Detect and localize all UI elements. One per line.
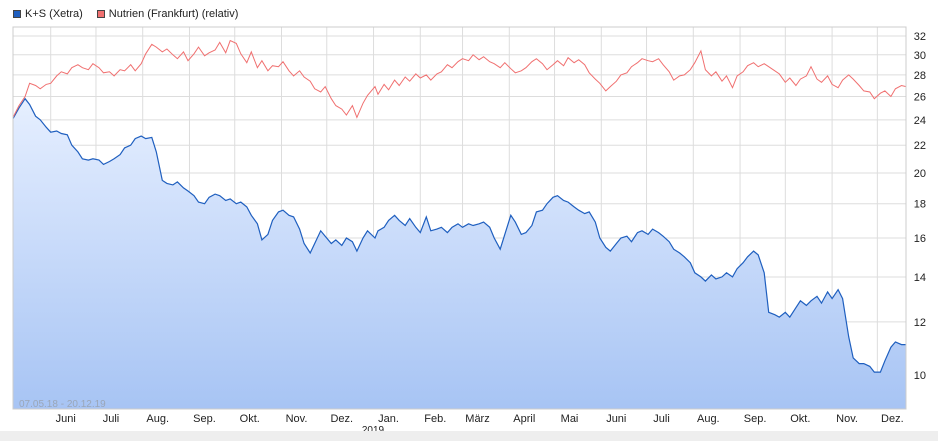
x-tick-label: Jan.: [378, 413, 399, 425]
date-range-label: 07.05.18 - 20.12.19: [19, 399, 106, 410]
x-tick-label: April: [513, 413, 535, 425]
series-kplus-s-area: [13, 98, 906, 409]
plot-frame: [12, 26, 907, 410]
scrollbar-track[interactable]: [0, 431, 938, 441]
x-tick-label: Juni: [606, 413, 626, 425]
x-tick-label: Mai: [561, 413, 579, 425]
y-tick-label: 16: [914, 233, 926, 245]
x-tick-label: Dez.: [330, 413, 353, 425]
x-tick-label: Aug.: [146, 413, 169, 425]
x-axis: Juni Juli Aug. Sep. Okt. Nov. Dez. Jan. Feb. März…: [56, 413, 904, 425]
x-tick-label: Okt.: [790, 413, 810, 425]
y-tick-label: 12: [914, 317, 926, 329]
x-tick-label: Nov.: [286, 413, 308, 425]
series-nutrien-line: [12, 39, 907, 119]
y-tick-label: 18: [914, 199, 926, 211]
x-tick-label: Dez.: [881, 413, 904, 425]
legend-swatch-kplus-s: [13, 10, 21, 18]
chart-legend: K+S (Xetra) Nutrien (Frankfurt) (relativ…: [13, 6, 252, 22]
x-tick-label: Nov.: [836, 413, 858, 425]
x-tick-label: Sep.: [193, 413, 216, 425]
x-tick-label: Feb.: [424, 413, 446, 425]
x-tick-label: Sep.: [744, 413, 767, 425]
x-tick-label: Juni: [56, 413, 76, 425]
y-tick-label: 26: [914, 91, 926, 103]
x-tick-label: Aug.: [697, 413, 720, 425]
x-axis-year-label: 2019: [362, 425, 385, 436]
x-tick-label: Okt.: [240, 413, 260, 425]
legend-item-kplus-s[interactable]: K+S (Xetra): [13, 8, 83, 20]
series-kplus-s-line: [12, 97, 906, 373]
y-tick-label: 32: [914, 31, 926, 43]
y-axis: 10 12 14 16 18 20 22 24 26 28 30 32: [914, 31, 926, 382]
legend-swatch-nutrien: [96, 10, 105, 18]
legend-item-nutrien[interactable]: Nutrien (Frankfurt) (relativ): [96, 8, 239, 20]
y-tick-label: 28: [914, 70, 926, 82]
x-tick-label: Juli: [103, 413, 120, 425]
y-tick-label: 30: [914, 50, 926, 62]
y-tick-label: 22: [914, 140, 926, 152]
legend-label-nutrien: Nutrien (Frankfurt) (relativ): [108, 8, 239, 20]
y-tick-label: 14: [914, 272, 926, 284]
x-tick-label: Juli: [653, 413, 670, 425]
x-tick-label: März: [465, 413, 489, 425]
legend-label-kplus-s: K+S (Xetra): [25, 8, 83, 20]
y-tick-label: 20: [914, 168, 926, 180]
y-tick-label: 10: [914, 370, 926, 382]
y-tick-label: 24: [914, 115, 926, 127]
